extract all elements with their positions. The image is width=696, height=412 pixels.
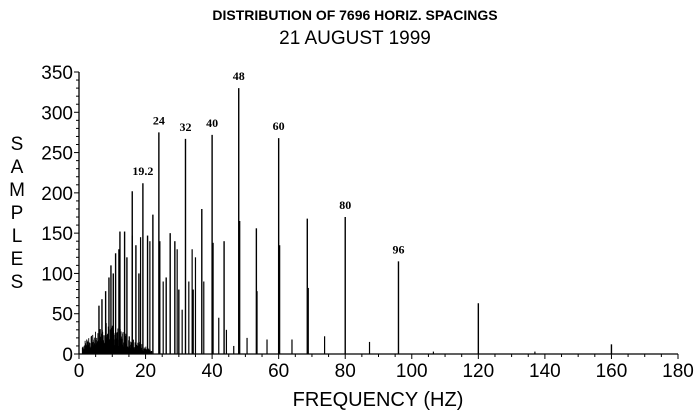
x-tick-label: 160 [596,361,628,382]
peak-annotation: 19.2 [132,164,153,178]
y-axis-label-letter: M [9,180,25,201]
x-tick-label: 80 [335,361,356,382]
peak-annotation: 80 [339,198,351,212]
y-axis-label-letter: A [11,157,24,178]
x-tick-label: 140 [529,361,561,382]
peak-annotation: 48 [233,69,245,83]
y-axis-label-letter: L [12,226,23,247]
x-tick-label: 0 [74,361,85,382]
y-tick-label: 150 [41,224,73,245]
y-axis-label-letter: S [11,134,24,155]
peak-annotation: 40 [206,116,218,130]
y-tick-label: 350 [41,63,73,84]
x-axis-label: FREQUENCY (HZ) [293,389,464,411]
y-tick-label: 100 [41,264,73,285]
chart-subtitle: 21 AUGUST 1999 [279,28,431,49]
y-tick-label: 50 [52,305,73,326]
peak-annotation: 60 [273,119,285,133]
y-tick-label: 0 [62,345,73,366]
peak-annotation: 96 [392,242,404,256]
y-tick-label: 250 [41,144,73,165]
plot-area: 0 20 40 60 80 100 120 140 160 180 0 50 100 150 200 250 3… [41,63,694,382]
x-tick-label: 40 [202,361,223,382]
x-tick-label: 180 [662,361,694,382]
peak-annotation: 32 [179,120,191,134]
chart-title: DISTRIBUTION OF 7696 HORIZ. SPACINGS [212,7,497,23]
y-tick-label: 200 [41,184,73,205]
peak-annotation: 24 [153,113,165,127]
y-axis-label-letter: E [11,249,24,270]
y-axis-label-letter: S [11,272,24,293]
x-tick-label: 60 [268,361,289,382]
y-tick-label: 300 [41,103,73,124]
x-tick-label: 120 [462,361,494,382]
x-tick-label: 100 [396,361,428,382]
y-axis-label-letter: P [11,203,24,224]
x-tick-label: 20 [135,361,156,382]
